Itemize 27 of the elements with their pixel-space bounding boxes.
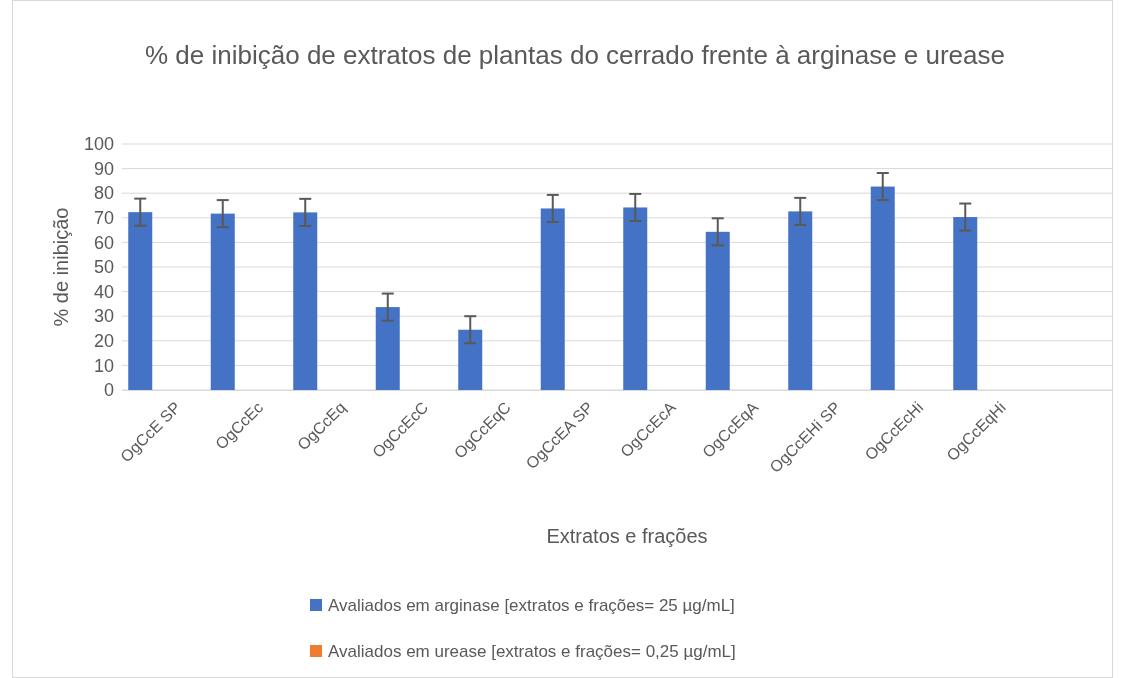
x-axis-title: Extratos e frações [546,525,708,547]
y-tick-label: 0 [103,380,114,401]
bar [375,307,400,390]
bar [458,329,483,390]
bar [788,211,813,390]
y-tick-label: 40 [93,281,114,302]
y-tick-label: 60 [93,232,114,253]
bar [623,207,648,390]
y-tick-label: 50 [93,257,114,278]
y-tick-label: 20 [93,331,114,352]
legend-label: Avaliados em arginase [extratos e frações= 25 µg/mL] [328,596,735,615]
y-tick-label: 90 [93,158,114,179]
y-axis-title: % de inibição [50,207,72,327]
bar [210,213,235,390]
bar [953,217,978,390]
y-tick-label: 70 [93,208,114,229]
y-tick-label: 30 [93,306,114,327]
bar [705,231,730,390]
y-tick-label: 80 [93,183,114,204]
y-tick-label: 10 [93,355,114,376]
bar [540,208,565,390]
y-tick-label: 100 [83,134,114,155]
legend-label: Avaliados em urease [extratos e frações= 0,25 µg/mL] [328,642,736,661]
bar [870,186,895,390]
bar [293,212,318,390]
chart-title: % de inibição de extratos de plantas do cerrado frente à arginase e urease [145,40,1005,70]
bar [128,212,153,390]
